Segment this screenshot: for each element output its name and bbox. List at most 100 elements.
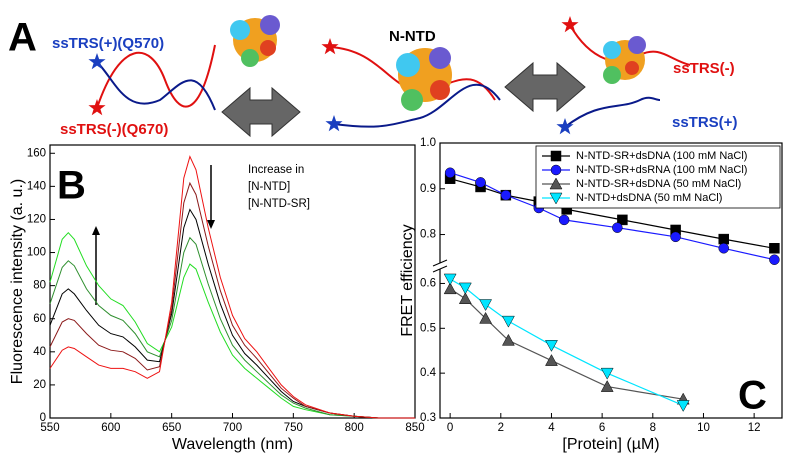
y-tick-label: 140 bbox=[27, 180, 46, 192]
series-line bbox=[49, 236, 415, 419]
panel-letter: B bbox=[57, 164, 86, 208]
y-tick-label: 100 bbox=[27, 247, 46, 259]
legend-label: N-NTD-SR+dsRNA (100 mM NaCl) bbox=[576, 164, 747, 176]
y-tick-label: 20 bbox=[33, 379, 46, 391]
marker bbox=[444, 167, 456, 178]
y-tick-label: 0.4 bbox=[420, 367, 437, 379]
marker bbox=[718, 233, 729, 245]
x-tick-label: 12 bbox=[748, 422, 761, 434]
marker bbox=[676, 400, 690, 412]
x-tick-label: 600 bbox=[101, 422, 120, 434]
marker bbox=[600, 380, 614, 392]
marker bbox=[501, 315, 515, 328]
strand bbox=[333, 83, 501, 128]
y-tick-label: 160 bbox=[27, 147, 46, 159]
x-tick-label: 850 bbox=[405, 422, 424, 434]
x-tick-label: 750 bbox=[284, 422, 303, 434]
strand bbox=[96, 44, 216, 109]
marker bbox=[600, 367, 614, 380]
axis-break bbox=[434, 263, 446, 269]
y-axis-label: FRET efficiency bbox=[399, 224, 416, 336]
series-line bbox=[49, 181, 415, 419]
y-axis-label: Fluorescence intensity (a. u.) bbox=[9, 179, 26, 384]
plot-frame bbox=[49, 144, 416, 419]
double-arrow bbox=[504, 61, 586, 113]
annotation: [N-NTD-SR] bbox=[248, 198, 310, 210]
protein bbox=[396, 47, 452, 111]
series-line bbox=[449, 278, 684, 406]
protein bbox=[230, 15, 280, 67]
axis-break-mark bbox=[432, 265, 448, 273]
legend-marker bbox=[550, 164, 562, 176]
annotation: Increase in bbox=[248, 164, 304, 176]
series-line bbox=[49, 155, 415, 419]
label: ssTRS(-) bbox=[673, 60, 735, 77]
legend-marker bbox=[550, 150, 562, 162]
marker bbox=[612, 222, 623, 233]
marker bbox=[458, 292, 472, 304]
x-tick-label: 650 bbox=[162, 422, 181, 434]
legend-marker bbox=[549, 192, 563, 205]
marker bbox=[617, 214, 628, 226]
x-tick-label: 10 bbox=[697, 422, 710, 434]
arrowhead bbox=[92, 226, 100, 235]
panel-letter: C bbox=[738, 374, 767, 418]
y-tick-label: 60 bbox=[33, 313, 46, 325]
marker bbox=[769, 254, 780, 265]
panel-letter: A bbox=[8, 16, 37, 60]
star bbox=[88, 99, 106, 116]
label: ssTRS(+) bbox=[672, 114, 737, 131]
protein bbox=[603, 36, 646, 84]
marker bbox=[670, 231, 681, 243]
y-tick-label: 0 bbox=[40, 412, 46, 424]
panel-a: A ssTRS(+)(Q570) ssTRS(-)(Q670) N-NTD ss… bbox=[8, 15, 737, 138]
x-tick-label: 550 bbox=[40, 422, 59, 434]
star bbox=[321, 38, 339, 55]
double-arrow bbox=[221, 86, 301, 138]
arrowhead bbox=[207, 220, 215, 229]
marker bbox=[443, 273, 457, 286]
star bbox=[556, 118, 574, 135]
legend-label: N-NTD-SR+dsDNA (100 mM NaCl) bbox=[576, 150, 747, 162]
marker bbox=[769, 243, 780, 254]
x-tick-label: 6 bbox=[599, 422, 605, 434]
marker bbox=[458, 282, 472, 295]
star bbox=[88, 53, 106, 70]
y-tick-label: 120 bbox=[27, 213, 46, 225]
label: N-NTD bbox=[389, 28, 436, 45]
series-line bbox=[49, 231, 415, 419]
legend-label: N-NTD+dsDNA (50 mM NaCl) bbox=[576, 192, 722, 204]
series-line bbox=[49, 208, 415, 419]
marker bbox=[443, 282, 457, 295]
x-tick-label: 0 bbox=[447, 422, 453, 434]
y-tick-label: 0.9 bbox=[420, 183, 436, 195]
y-tick-label: 0.8 bbox=[420, 229, 436, 241]
legend-label: N-NTD-SR+dsDNA (50 mM NaCl) bbox=[576, 178, 741, 190]
marker bbox=[545, 340, 558, 352]
y-tick-label: 80 bbox=[33, 280, 46, 292]
y-tick-label: 0.3 bbox=[420, 412, 436, 424]
x-tick-label: 700 bbox=[223, 422, 242, 434]
legend-marker bbox=[549, 177, 563, 190]
x-tick-label: 8 bbox=[650, 422, 656, 434]
x-axis-label: [Protein] (µM) bbox=[562, 436, 659, 453]
y-tick-label: 0.5 bbox=[420, 322, 436, 334]
plot-frame bbox=[439, 142, 783, 419]
annotation: [N-NTD] bbox=[248, 181, 290, 193]
star bbox=[325, 115, 343, 132]
marker bbox=[718, 243, 729, 254]
marker bbox=[475, 177, 486, 188]
marker bbox=[479, 311, 493, 324]
marker bbox=[545, 354, 558, 366]
legend-box bbox=[535, 145, 781, 209]
y-tick-label: 1.0 bbox=[420, 137, 436, 149]
strand bbox=[96, 61, 216, 111]
y-tick-label: 0.6 bbox=[420, 277, 436, 289]
label: ssTRS(+)(Q570) bbox=[52, 35, 164, 52]
x-tick-label: 2 bbox=[498, 422, 504, 434]
y-tick-label: 40 bbox=[33, 346, 46, 358]
strand bbox=[564, 96, 661, 128]
star bbox=[561, 16, 579, 33]
marker bbox=[479, 299, 493, 312]
marker bbox=[501, 333, 515, 346]
